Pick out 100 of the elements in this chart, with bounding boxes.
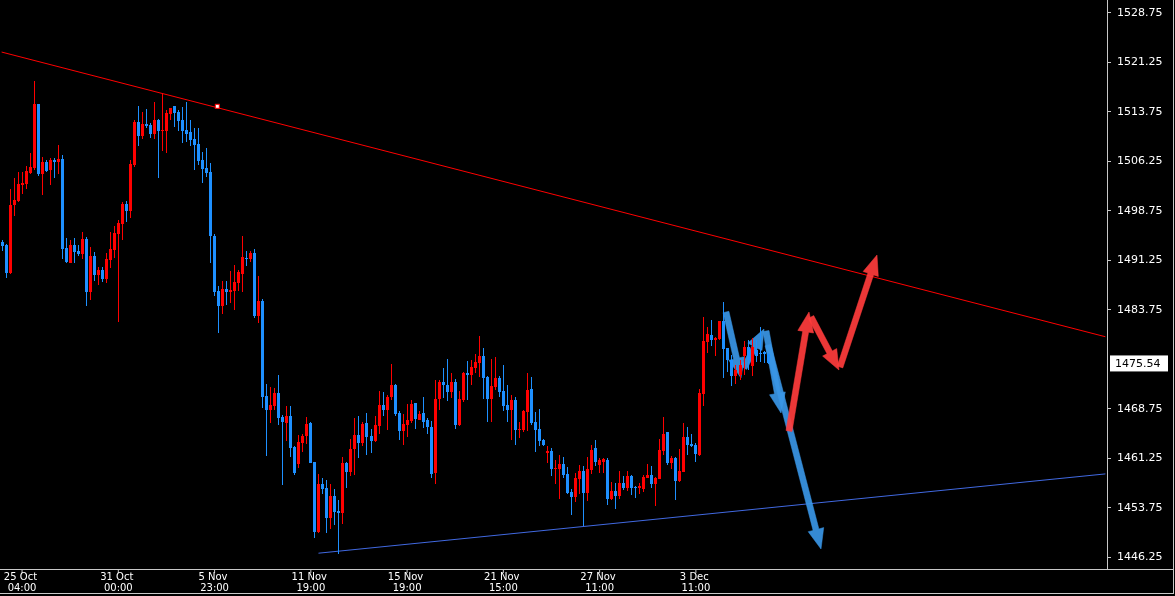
candlestick [273,387,276,411]
candlestick [285,405,288,442]
candlestick [730,354,733,387]
x-tick-label: 25 Oct 04:00 [3,571,41,593]
candlestick [269,386,272,424]
candlestick [614,482,617,510]
candlestick [506,384,509,423]
x-tick-label: 27 Nov 11:00 [580,571,619,593]
y-tick-label: 1446.25 [1117,550,1163,564]
x-tick-label: 11 Nov 19:00 [291,571,331,593]
candlestick [297,434,300,469]
candlestick [390,363,393,401]
candlestick [734,364,737,385]
candlestick [414,402,417,430]
candlestick [502,364,505,412]
candlestick [526,372,529,432]
candlestick [165,109,168,154]
x-tick-label: 21 Nov 15:00 [484,571,523,593]
candlestick [650,465,653,489]
candlestick [566,466,569,495]
candlestick [185,101,188,143]
y-tick-label: 1483.75 [1117,302,1163,316]
candlestick [510,394,513,441]
candlestick [558,454,561,500]
candlestick [466,360,469,401]
candlestick [221,280,224,315]
candlestick [402,413,405,446]
candlestick [554,459,557,485]
candlestick [686,426,689,456]
y-tick-label: 1513.75 [1117,104,1163,118]
text: 1475.54 [1115,356,1161,370]
candlestick [410,399,413,424]
candlestick [257,275,260,324]
candlestick [474,353,477,374]
candlestick [446,358,449,402]
candlestick [751,337,754,377]
y-tick-label: 1528.75 [1117,5,1163,19]
candlestick [197,127,200,166]
candlestick [630,474,633,496]
candlestick [759,326,762,363]
candlestick [161,92,164,152]
candlestick [13,177,16,217]
candlestick [743,340,746,376]
candlestick [406,403,409,438]
candlestick [125,200,128,223]
candlestick [582,465,585,527]
candlestick [710,319,713,347]
candlestick [438,379,441,411]
candlestick [482,347,485,400]
candlestick [450,372,453,399]
candlestick [382,391,385,417]
candlestick [755,339,758,363]
candlestick [153,101,156,140]
candlestick [25,165,28,190]
y-tick-label: 1506.25 [1117,154,1163,168]
candlestick [53,157,56,179]
candlestick [618,470,621,500]
candlestick [550,447,553,477]
candlestick [121,201,124,241]
candlestick [305,416,308,445]
candlestick [578,464,581,495]
candlestick [739,359,742,381]
candlestick [442,367,445,399]
candlestick [189,119,192,147]
candlestick [478,335,481,378]
candlestick [333,488,336,526]
y-tick-label: 1468.75 [1117,401,1163,415]
candlestick [233,264,236,311]
candlestick [105,252,108,284]
candlestick [41,156,44,196]
candlestick [361,421,364,447]
y-tick-label: 1498.75 [1117,203,1163,217]
candlestick [422,396,425,429]
y-tick-label: 1491.25 [1117,253,1163,267]
candlestick [490,358,493,423]
y-tick-label: 1461.25 [1117,451,1163,465]
x-tick-label: 15 Nov 19:00 [387,571,427,593]
candlestick [747,339,750,371]
candlestick [345,461,348,489]
x-tick-label: 31 Oct 00:00 [100,571,137,593]
candlestick [574,472,577,503]
candlestick [177,109,180,132]
candlestick [626,470,629,492]
candlestick [365,412,368,456]
candlestick [674,456,677,501]
candlestick [370,428,373,454]
candlestick [337,499,340,555]
x-tick-label: 3 Dec 11:00 [679,571,712,593]
candlestick [470,359,473,386]
candlestick [49,157,52,186]
candlestick [137,105,140,147]
candlestick [245,250,248,267]
candlestick [353,417,356,476]
candlestick [73,237,76,264]
candlestick [241,235,244,293]
candlestick [594,439,597,467]
candlestick [225,280,228,306]
candlestick [17,171,20,203]
candlestick [181,106,184,144]
candlestick [538,408,541,447]
